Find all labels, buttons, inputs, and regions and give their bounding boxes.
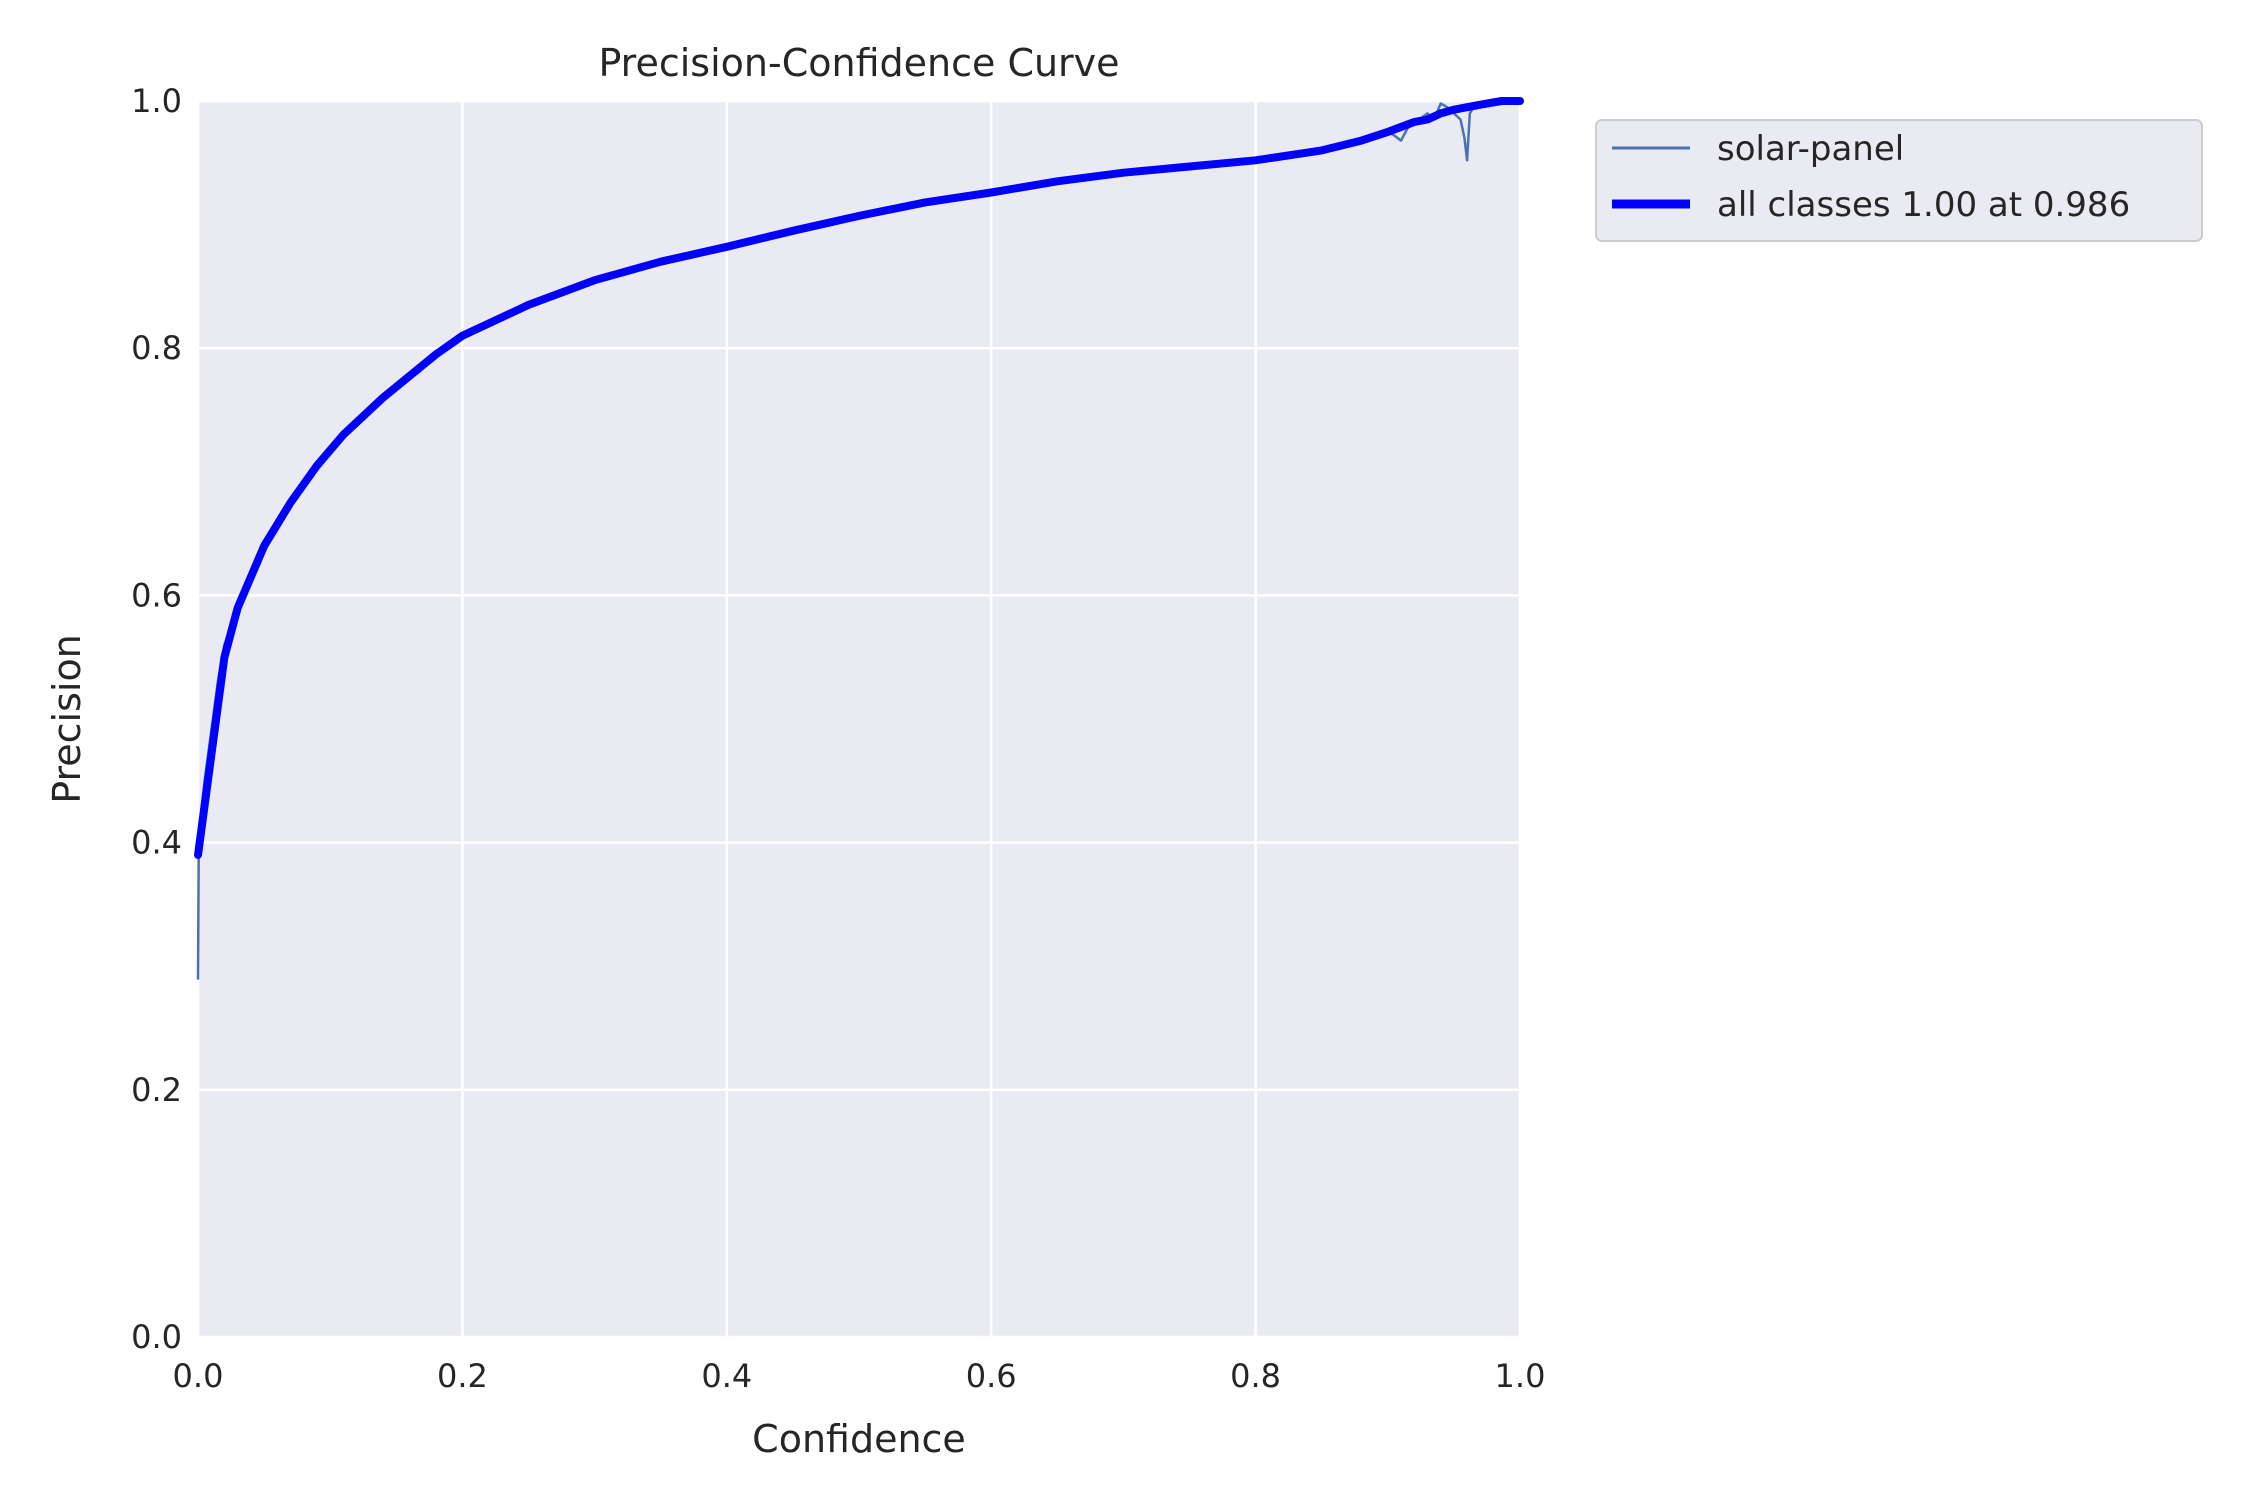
y-tick-label: 0.8	[131, 329, 182, 367]
x-gridlines	[196, 101, 1522, 1337]
x-tick-labels: 0.0 0.2 0.4 0.6 0.8 1.0	[173, 1357, 1546, 1395]
legend-label-all-classes: all classes 1.00 at 0.986	[1717, 185, 2130, 225]
y-tick-label: 1.0	[131, 82, 182, 120]
x-axis-label: Confidence	[752, 1417, 966, 1461]
y-tick-labels: 0.0 0.2 0.4 0.6 0.8 1.0	[131, 82, 182, 1356]
x-tick-label: 0.8	[1230, 1357, 1281, 1395]
legend: solar-panel all classes 1.00 at 0.986	[1595, 119, 2203, 242]
x-tick-label: 0.0	[173, 1357, 224, 1395]
legend-box	[1595, 119, 2203, 242]
y-tick-label: 0.6	[131, 576, 182, 614]
x-tick-label: 0.2	[437, 1357, 488, 1395]
series-layer	[194, 97, 1524, 980]
x-tick-label: 0.6	[966, 1357, 1017, 1395]
plot-area-background	[198, 101, 1520, 1337]
y-tick-label: 0.2	[131, 1071, 182, 1109]
y-axis-label: Precision	[45, 634, 89, 804]
legend-label-solar-panel: solar-panel	[1717, 129, 1904, 169]
x-tick-label: 0.4	[701, 1357, 752, 1395]
y-tick-label: 0.0	[131, 1318, 182, 1356]
chart-title: Precision-Confidence Curve	[598, 41, 1119, 85]
y-gridlines	[198, 99, 1520, 1339]
x-tick-label: 1.0	[1495, 1357, 1546, 1395]
series-line-all-classes	[194, 97, 1524, 859]
y-tick-label: 0.4	[131, 824, 182, 862]
